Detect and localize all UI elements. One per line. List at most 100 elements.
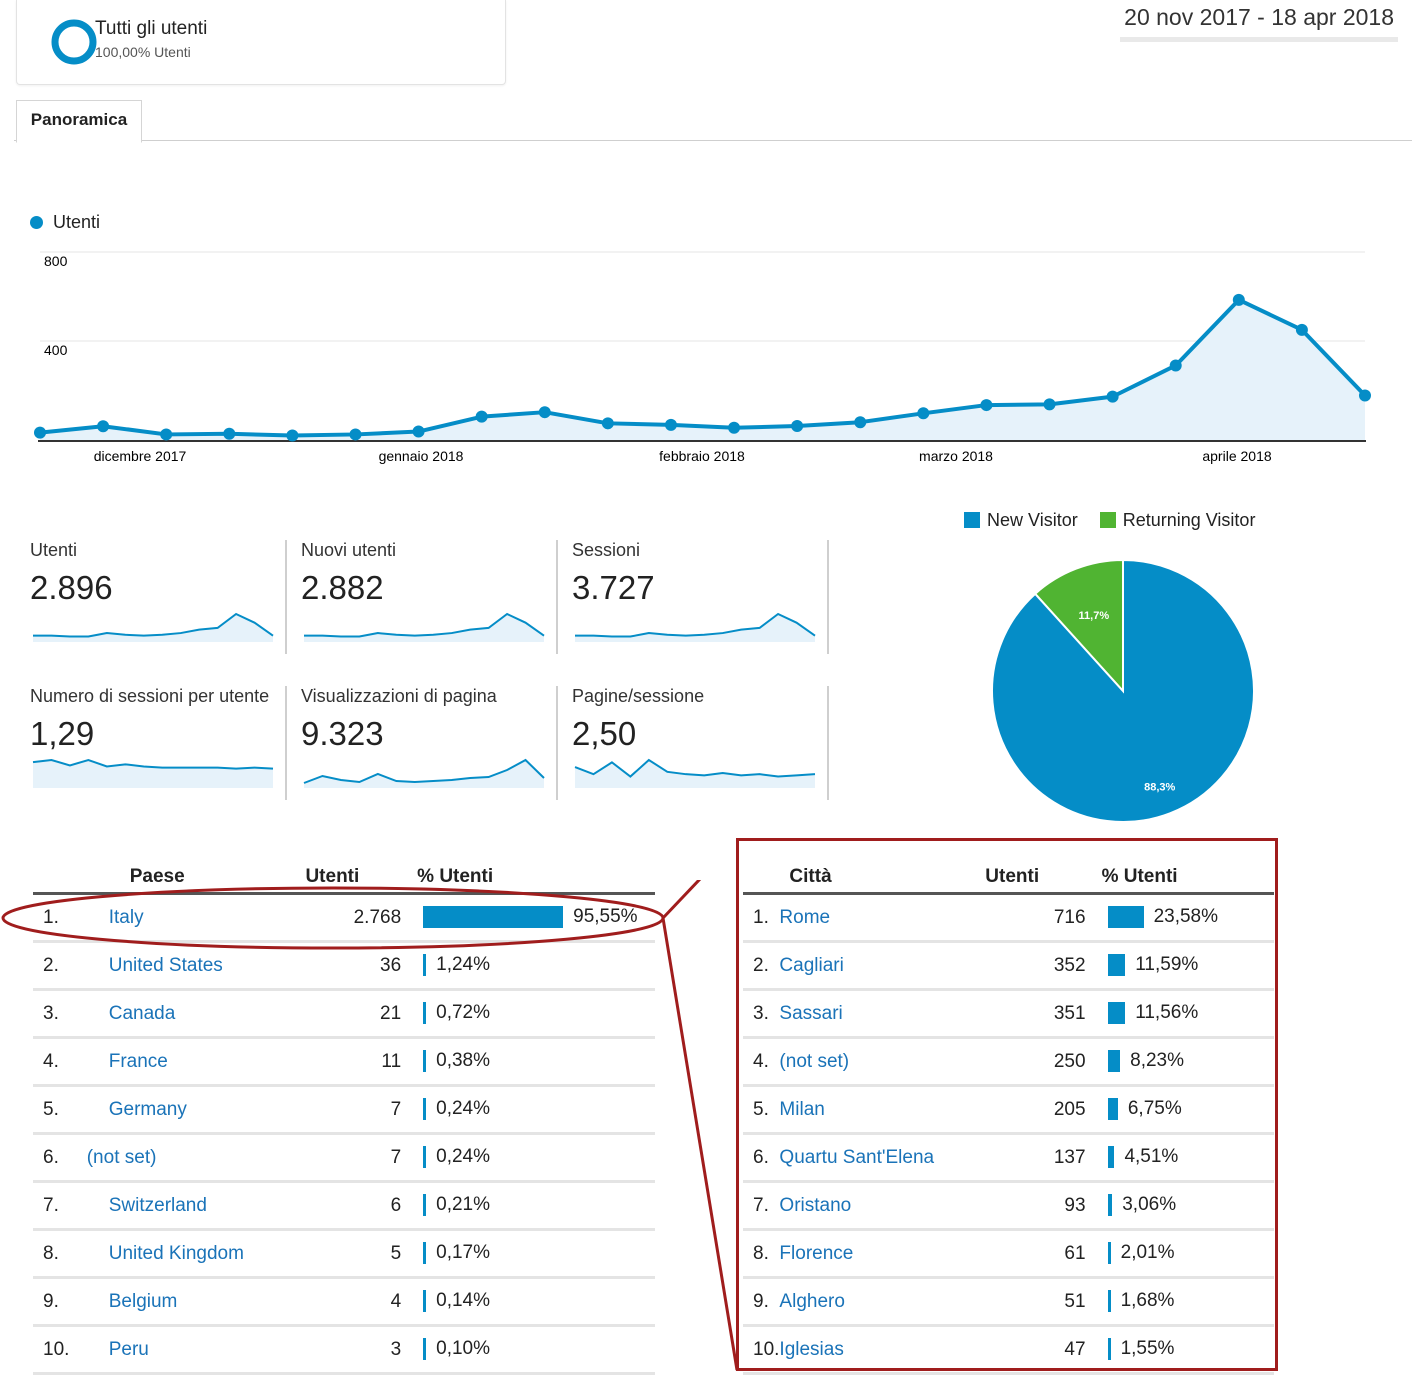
kpi-value: 3.727 bbox=[572, 569, 655, 606]
row-link[interactable]: Oristano bbox=[779, 1194, 852, 1216]
data-point[interactable] bbox=[980, 399, 993, 412]
row-pct: 0,72% bbox=[436, 1002, 491, 1024]
table-row: 3. Sassari 351 11,56% bbox=[743, 989, 1274, 1039]
data-point[interactable] bbox=[917, 407, 930, 420]
table-row: 9. Alghero 51 1,68% bbox=[743, 1277, 1274, 1327]
data-point[interactable] bbox=[1043, 398, 1056, 411]
data-point[interactable] bbox=[412, 425, 425, 438]
segment-card[interactable] bbox=[16, 0, 506, 85]
data-point[interactable] bbox=[1295, 323, 1308, 336]
row-link[interactable]: Iglesias bbox=[779, 1338, 844, 1360]
kpi-value: 2.896 bbox=[30, 569, 113, 606]
data-point[interactable] bbox=[538, 406, 551, 419]
row-link[interactable]: United Kingdom bbox=[108, 1242, 244, 1264]
data-point[interactable] bbox=[601, 417, 614, 430]
share-bar bbox=[1107, 1098, 1118, 1121]
table-row: 10. Peru 3 0,10% bbox=[33, 1325, 655, 1375]
data-point[interactable] bbox=[223, 427, 236, 440]
kpi-card[interactable]: Utenti 2.896 bbox=[30, 540, 276, 658]
row-link[interactable]: Italy bbox=[108, 906, 144, 928]
data-point[interactable] bbox=[34, 426, 46, 439]
kpi-card[interactable]: Visualizzazioni di pagina 9.323 bbox=[301, 686, 547, 804]
row-pct: 6,75% bbox=[1127, 1098, 1182, 1120]
legend-label-utenti: Utenti bbox=[53, 212, 101, 232]
date-range-picker[interactable]: 20 nov 2017 - 18 apr 2018 bbox=[1120, 4, 1398, 42]
row-pct-cell: 0,72% bbox=[401, 989, 655, 1039]
table-row: 7. Oristano 93 3,06% bbox=[743, 1181, 1274, 1231]
data-point[interactable] bbox=[1359, 389, 1371, 402]
tab-panoramica[interactable]: Panoramica bbox=[16, 100, 142, 143]
data-point[interactable] bbox=[97, 420, 110, 433]
row-link[interactable]: Cagliari bbox=[779, 954, 844, 976]
row-link[interactable]: (not set) bbox=[86, 1146, 157, 1168]
row-link[interactable]: Canada bbox=[108, 1002, 176, 1024]
data-point[interactable] bbox=[791, 419, 804, 432]
row-link[interactable]: (not set) bbox=[779, 1050, 850, 1072]
segment-ring-icon bbox=[51, 19, 97, 65]
data-point[interactable] bbox=[475, 410, 488, 423]
row-pct: 95,55% bbox=[573, 906, 638, 928]
table-row: 1. Rome 716 23,58% bbox=[743, 893, 1274, 943]
data-point[interactable] bbox=[854, 416, 867, 429]
table-row: 8. United Kingdom 5 0,17% bbox=[33, 1229, 655, 1279]
name-header[interactable]: Città bbox=[779, 862, 986, 895]
data-point[interactable] bbox=[1169, 359, 1182, 372]
row-link[interactable]: Belgium bbox=[108, 1290, 178, 1312]
kpi-sparkline bbox=[575, 612, 816, 642]
kpi-label: Visualizzazioni di pagina bbox=[301, 686, 497, 706]
data-point[interactable] bbox=[349, 428, 362, 441]
chart-legend[interactable]: Utenti bbox=[30, 212, 100, 233]
pct-header[interactable]: % Utenti bbox=[1085, 862, 1274, 895]
users-header[interactable]: Utenti bbox=[985, 862, 1086, 895]
pie-legend[interactable]: New Visitor Returning Visitor bbox=[964, 510, 1255, 531]
row-link[interactable]: Germany bbox=[108, 1098, 187, 1120]
data-point[interactable] bbox=[160, 428, 173, 441]
share-bar bbox=[1107, 954, 1126, 977]
visitor-type-pie-chart[interactable]: 11,7% 88,3% bbox=[990, 558, 1256, 824]
row-pct: 1,24% bbox=[436, 954, 491, 976]
row-link[interactable]: Quartu Sant'Elena bbox=[779, 1146, 935, 1168]
row-link[interactable]: Florence bbox=[779, 1242, 854, 1264]
row-link[interactable]: Switzerland bbox=[108, 1194, 207, 1216]
table-row: 1. Italy 2.768 95,55% bbox=[33, 893, 655, 943]
row-pct-cell: 0,14% bbox=[401, 1277, 655, 1327]
share-bar bbox=[1107, 1002, 1126, 1025]
row-pct: 8,23% bbox=[1130, 1050, 1184, 1072]
sparkline-line bbox=[303, 758, 545, 784]
row-link[interactable]: Milan bbox=[779, 1098, 825, 1120]
row-link[interactable]: Alghero bbox=[779, 1290, 845, 1312]
pie-slice-returning-visitor[interactable] bbox=[1033, 558, 1124, 694]
data-point[interactable] bbox=[728, 421, 741, 434]
kpi-card[interactable]: Nuovi utenti 2.882 bbox=[301, 540, 547, 658]
data-point[interactable] bbox=[286, 429, 299, 442]
kpi-value: 2.882 bbox=[301, 569, 384, 606]
row-link[interactable]: Rome bbox=[779, 906, 831, 928]
users-line-chart[interactable]: 800 400 dicembre 2017 gennaio 2018 febbraio … bbox=[0, 240, 1412, 472]
row-link[interactable]: Peru bbox=[108, 1338, 149, 1360]
kpi-card[interactable]: Numero di sessioni per utente 1,29 bbox=[30, 686, 276, 804]
row-link[interactable]: France bbox=[108, 1050, 168, 1072]
row-pct: 0,14% bbox=[436, 1290, 491, 1312]
data-point[interactable] bbox=[664, 418, 677, 431]
kpi-card[interactable]: Sessioni 3.727 bbox=[572, 540, 818, 658]
kpi-sparkline bbox=[303, 758, 545, 788]
share-bar bbox=[1107, 1050, 1121, 1073]
row-link[interactable]: United States bbox=[108, 954, 223, 976]
y-tick-label: 800 bbox=[44, 253, 68, 269]
kpi-label: Pagine/sessione bbox=[572, 686, 705, 706]
kpi-card[interactable]: Pagine/sessione 2,50 bbox=[572, 686, 818, 804]
row-link[interactable]: Sassari bbox=[779, 1002, 843, 1024]
pie-slice-new-visitor[interactable] bbox=[991, 558, 1255, 823]
row-users: 250 bbox=[985, 1037, 1086, 1087]
data-point[interactable] bbox=[1232, 293, 1245, 306]
share-bar bbox=[1107, 1194, 1113, 1217]
row-rank: 2. bbox=[33, 941, 87, 991]
x-tick-label: febbraio 2018 bbox=[659, 448, 745, 464]
rank-header bbox=[33, 862, 87, 895]
kpi-label: Utenti bbox=[30, 540, 78, 560]
share-bar bbox=[423, 1050, 427, 1073]
share-bar bbox=[423, 954, 427, 977]
row-pct: 1,55% bbox=[1120, 1338, 1175, 1360]
table-row: 4. France 11 0,38% bbox=[33, 1037, 655, 1087]
data-point[interactable] bbox=[1106, 390, 1119, 403]
